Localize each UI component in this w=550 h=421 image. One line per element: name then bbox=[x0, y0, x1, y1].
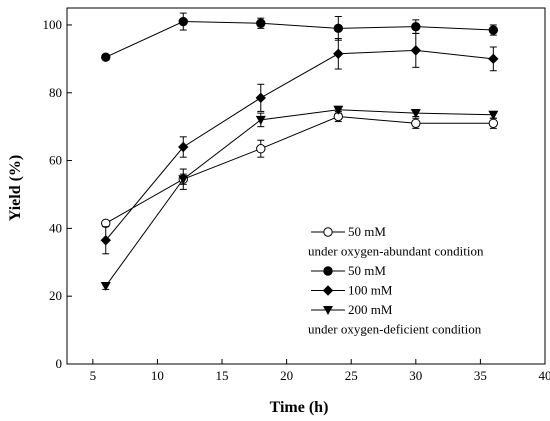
x-tick-label: 35 bbox=[474, 368, 487, 383]
legend-label: 100 mM bbox=[348, 283, 393, 298]
x-tick-label: 15 bbox=[216, 368, 229, 383]
legend-note: under oxygen-deficient condition bbox=[308, 322, 482, 337]
data-point bbox=[255, 115, 266, 125]
series-line bbox=[105, 21, 494, 58]
legend-marker bbox=[323, 306, 333, 315]
series-line bbox=[105, 49, 494, 241]
x-tick-label: 20 bbox=[280, 368, 293, 383]
data-point bbox=[488, 25, 499, 35]
data-point bbox=[488, 53, 499, 65]
legend-label: 50 mM bbox=[348, 263, 386, 278]
data-point bbox=[333, 105, 344, 115]
data-point bbox=[410, 45, 422, 56]
x-tick-label: 10 bbox=[151, 368, 164, 383]
y-tick-label: 100 bbox=[43, 17, 63, 32]
data-point bbox=[100, 235, 111, 246]
data-point bbox=[178, 141, 189, 153]
legend-marker bbox=[323, 266, 333, 276]
series-group bbox=[100, 12, 499, 292]
legend: 50 mM under oxygen-abundant condition 50 m… bbox=[308, 224, 484, 337]
series-1 bbox=[101, 12, 499, 62]
data-point bbox=[333, 48, 344, 59]
data-point bbox=[410, 109, 421, 119]
series-2 bbox=[100, 32, 499, 255]
legend-marker bbox=[322, 285, 334, 296]
data-point bbox=[488, 110, 499, 120]
data-point bbox=[411, 118, 421, 128]
x-axis-title: Time (h) bbox=[270, 399, 329, 416]
plot-frame bbox=[66, 7, 546, 365]
data-point bbox=[488, 118, 499, 128]
data-point bbox=[101, 52, 111, 62]
data-point bbox=[255, 92, 266, 104]
y-tick-label: 60 bbox=[49, 153, 62, 168]
data-point bbox=[411, 21, 421, 32]
legend-marker bbox=[323, 227, 333, 237]
legend-label: 200 mM bbox=[348, 302, 393, 317]
series-line bbox=[105, 115, 494, 224]
axes: 5 10 15 20 25 30 35 40 0 20 40 60 80 100 bbox=[43, 7, 550, 383]
data-point bbox=[178, 175, 189, 185]
series-line bbox=[105, 109, 494, 287]
y-tick-label: 80 bbox=[49, 85, 62, 100]
x-tick-label: 25 bbox=[345, 368, 358, 383]
data-point bbox=[256, 144, 266, 154]
data-point bbox=[100, 282, 111, 292]
x-tick-label: 40 bbox=[539, 368, 550, 383]
data-point bbox=[256, 18, 266, 28]
data-point bbox=[178, 16, 188, 27]
y-tick-label: 40 bbox=[49, 220, 62, 235]
data-point bbox=[333, 23, 343, 34]
y-axis-title: Yield (%) bbox=[7, 155, 24, 222]
y-tick-label: 0 bbox=[56, 356, 63, 371]
x-tick-label: 5 bbox=[90, 368, 97, 383]
series-3 bbox=[100, 105, 499, 292]
x-tick-label: 30 bbox=[409, 368, 422, 383]
y-tick-label: 20 bbox=[49, 288, 62, 303]
legend-note: under oxygen-abundant condition bbox=[308, 244, 484, 259]
legend-label: 50 mM bbox=[348, 224, 386, 239]
